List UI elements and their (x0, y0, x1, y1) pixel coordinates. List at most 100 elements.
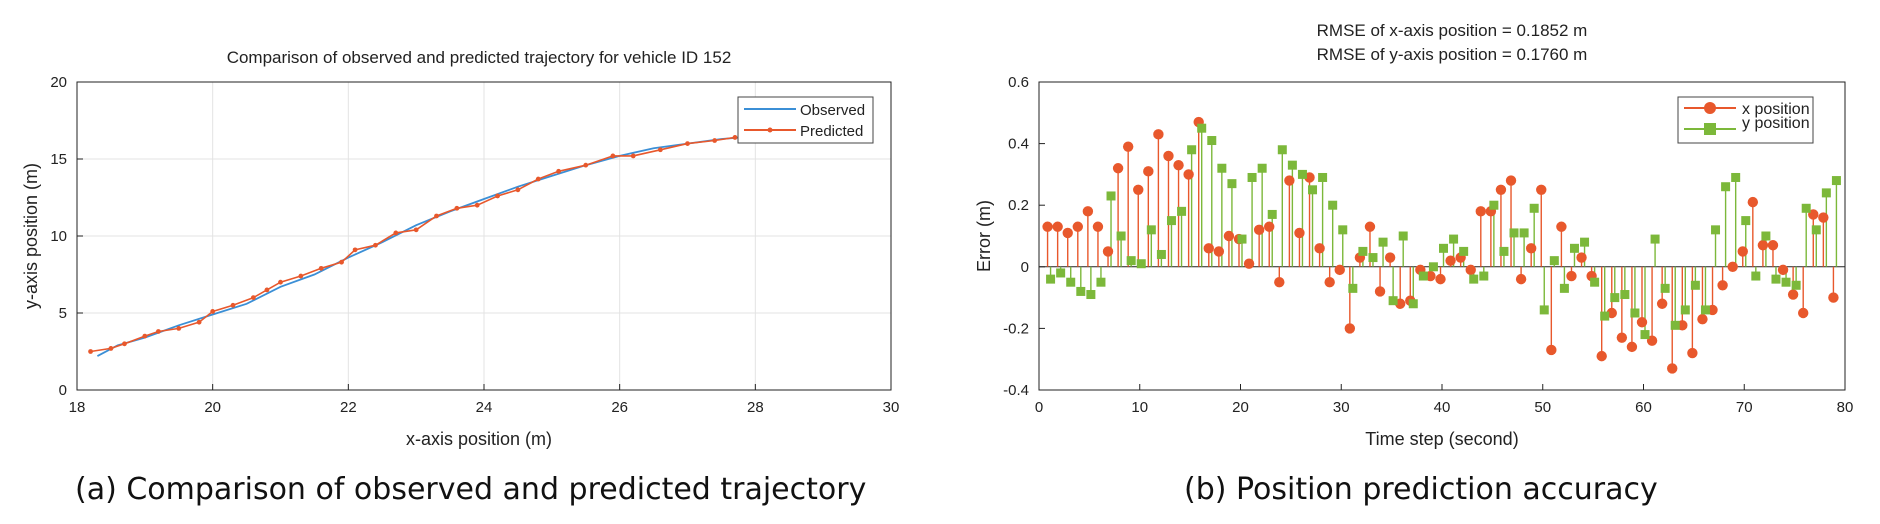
y-position-marker (1207, 136, 1217, 146)
x-position-marker (1213, 246, 1225, 257)
predicted-point (230, 302, 236, 308)
y-tick-label: 10 (50, 228, 67, 245)
x-position-marker (1656, 298, 1668, 309)
y-tick-label: 5 (59, 305, 67, 322)
x-position-marker (1596, 350, 1607, 362)
y-position-marker (1237, 234, 1247, 244)
trajectory-y-axis-label: y-axis position (m) (21, 163, 41, 309)
x-position-marker (1243, 258, 1255, 269)
x-position-marker (1062, 227, 1073, 239)
x-position-legend-label: x position (1742, 101, 1810, 118)
y-position-marker (1831, 176, 1841, 186)
x-position-marker (1052, 221, 1063, 232)
y-position-marker (1741, 216, 1751, 226)
x-tick-label: 50 (1534, 399, 1551, 416)
y-position-marker (1297, 169, 1307, 179)
x-position-marker (1717, 280, 1728, 291)
predicted-point (339, 259, 344, 265)
predicted-point (474, 202, 480, 208)
predicted-point (515, 187, 521, 193)
y-position-marker (1328, 200, 1338, 210)
y-position-marker (1751, 271, 1761, 281)
y-position-marker (1398, 231, 1408, 241)
x-position-marker (1435, 273, 1446, 285)
x-tick-label: 24 (476, 399, 493, 416)
y-position-marker (1680, 305, 1690, 315)
trajectory-chart: Comparison of observed and predicted tra… (21, 48, 899, 449)
error-x-axis-label: Time step (second) (1365, 429, 1518, 449)
x-position-marker (1153, 129, 1164, 140)
x-tick-label: 30 (883, 399, 900, 416)
observed-line (96, 136, 742, 357)
x-tick-label: 30 (1333, 399, 1350, 416)
x-position-marker (1364, 221, 1376, 232)
y-position-marker (1569, 243, 1579, 253)
x-position-marker (1223, 230, 1235, 242)
y-position-marker (1308, 185, 1318, 195)
y-tick-label: 0.6 (1008, 74, 1029, 91)
y-position-marker (1771, 274, 1781, 284)
predicted-point (156, 329, 161, 334)
y-position-marker (1479, 271, 1489, 281)
x-position-marker (1576, 252, 1587, 263)
x-position-marker (1203, 243, 1214, 254)
x-position-marker (1495, 184, 1507, 195)
error-chart: RMSE of x-axis position = 0.1852 m RMSE … (974, 21, 1853, 449)
predicted-point (264, 287, 270, 293)
x-position-marker (1374, 286, 1386, 297)
y-position-marker (1449, 234, 1459, 244)
x-position-marker (1314, 243, 1325, 254)
x-position-marker (1626, 341, 1638, 353)
predicted-point (583, 162, 589, 168)
y-position-marker (1801, 203, 1811, 213)
observed-legend-label: Observed (800, 102, 865, 119)
y-position-marker (1066, 277, 1076, 287)
error-y-axis-label: Error (m) (974, 200, 994, 272)
x-position-marker (1636, 317, 1648, 328)
y-position-marker (1217, 163, 1227, 173)
trajectory-legend: Observed Predicted (737, 96, 874, 144)
error-axis-ticks: 0 10 20 30 40 50 60 70 80 -0.4 -0.2 0 0.2 0.4 0.6 (1003, 74, 1853, 416)
x-position-marker (1546, 344, 1557, 356)
y-position-marker (1166, 216, 1176, 226)
x-position-marker (1284, 175, 1295, 186)
x-position-marker (1082, 206, 1094, 217)
x-position-marker (1697, 313, 1708, 325)
y-position-marker (1096, 277, 1106, 287)
x-position-marker (1777, 264, 1789, 276)
predicted-point (373, 242, 378, 248)
y-position-marker (1086, 290, 1096, 300)
x-position-marker (1384, 252, 1396, 263)
x-tick-label: 60 (1635, 399, 1652, 416)
x-position-marker (1505, 175, 1517, 186)
predicted-point (393, 230, 399, 236)
y-tick-label: 0.4 (1008, 136, 1029, 153)
y-position-marker (1539, 305, 1549, 315)
y-tick-label: 0.2 (1008, 197, 1029, 214)
y-position-marker (1811, 225, 1821, 235)
y-position-marker (1721, 182, 1731, 192)
y-position-marker (1146, 225, 1156, 235)
predicted-line (90, 136, 736, 353)
x-position-marker (1727, 261, 1738, 272)
x-position-marker (1143, 166, 1154, 177)
error-chart-title-line2: RMSE of y-axis position = 0.1760 m (1317, 45, 1588, 64)
x-position-marker (1072, 221, 1084, 232)
y-position-marker (1358, 246, 1368, 256)
trajectory-x-axis-label: x-axis position (m) (406, 429, 552, 449)
y-position-marker (1590, 277, 1600, 287)
predicted-point (732, 135, 738, 140)
x-position-marker (1566, 270, 1577, 282)
x-position-marker (1828, 292, 1839, 303)
y-position-marker (1549, 256, 1559, 266)
x-tick-label: 80 (1837, 399, 1854, 416)
y-position-marker (1821, 188, 1831, 198)
x-position-marker (1667, 363, 1678, 374)
predicted-point (535, 176, 541, 182)
x-position-marker (1102, 246, 1114, 257)
predicted-point (495, 193, 500, 199)
x-tick-label: 26 (611, 399, 628, 416)
predicted-legend-label: Predicted (800, 123, 863, 140)
y-position-marker (1781, 277, 1791, 287)
